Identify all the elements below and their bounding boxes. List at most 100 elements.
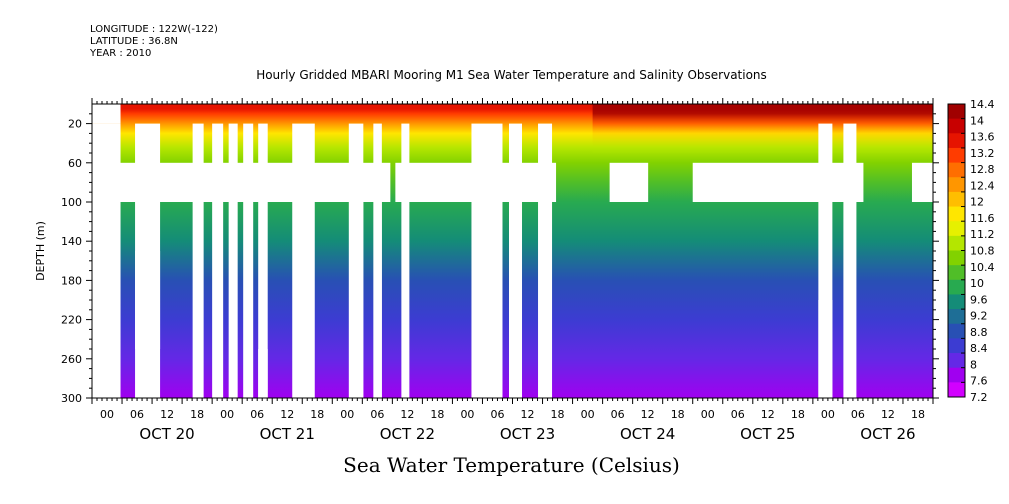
colorbar-swatch	[948, 147, 965, 164]
missing-data-column	[228, 123, 238, 398]
colorbar-swatch	[948, 338, 965, 354]
colorbar-swatch	[948, 367, 965, 383]
colorbar-swatch	[948, 162, 965, 178]
x-hour-label: 12	[160, 408, 174, 421]
x-hour-label: 06	[130, 408, 144, 421]
colorbar-swatch	[948, 177, 965, 193]
y-axis-label: DEPTH (m)	[34, 221, 47, 281]
x-hour-label: 00	[460, 408, 474, 421]
colorbar-label: 12.8	[970, 163, 995, 176]
x-hour-label: 12	[400, 408, 414, 421]
colorbar-label: 12.4	[970, 179, 995, 192]
colorbar-label: 11.2	[970, 228, 995, 241]
x-hour-label: 18	[190, 408, 204, 421]
y-tick-label: 140	[61, 235, 82, 248]
missing-data-block	[135, 251, 161, 349]
colorbar-label: 8.4	[970, 342, 988, 355]
x-hour-label: 00	[100, 408, 114, 421]
x-hour-label: 06	[250, 408, 264, 421]
colorbar-label: 7.6	[970, 375, 988, 388]
missing-data-column-top	[92, 104, 121, 124]
colorbar-label: 10	[970, 277, 984, 290]
colorbar-label: 7.2	[970, 391, 988, 404]
colorbar-swatch	[948, 353, 965, 369]
x-hour-label: 06	[370, 408, 384, 421]
missing-data-column	[258, 123, 268, 398]
y-tick-label: 100	[61, 196, 82, 209]
colorbar-label: 14	[970, 114, 984, 127]
x-hour-label: 06	[731, 408, 745, 421]
x-hour-label: 12	[761, 408, 775, 421]
missing-data-band	[395, 162, 557, 202]
colorbar-swatch	[948, 309, 965, 325]
x-hour-label: 18	[310, 408, 324, 421]
colorbar-swatch	[948, 235, 965, 251]
y-tick-label: 300	[61, 392, 82, 405]
x-hour-label: 00	[701, 408, 715, 421]
colorbar-swatch	[948, 250, 965, 266]
colorbar-swatch	[948, 265, 965, 281]
y-tick-label: 20	[68, 118, 82, 131]
warm-surface-layer	[592, 104, 933, 153]
x-hour-label: 00	[340, 408, 354, 421]
y-tick-label: 180	[61, 274, 82, 287]
missing-data-band	[609, 162, 649, 202]
x-hour-label: 18	[430, 408, 444, 421]
colorbar-label: 13.6	[970, 131, 995, 144]
colorbar-label: 12	[970, 196, 984, 209]
x-hour-label: 18	[551, 408, 565, 421]
longitude-label: LONGITUDE : 122W(-122)	[90, 24, 218, 35]
colorbar-label: 13.2	[970, 147, 995, 160]
missing-data-column	[401, 123, 410, 398]
colorbar-swatch	[948, 221, 965, 237]
colorbar-swatch	[948, 382, 965, 398]
colorbar-label: 9.2	[970, 310, 988, 323]
missing-data-thin	[377, 202, 382, 398]
x-day-label: OCT 24	[620, 425, 675, 443]
colorbar-label: 8	[970, 358, 977, 371]
x-hour-label: 18	[911, 408, 925, 421]
x-day-label: OCT 23	[500, 425, 555, 443]
colorbar-label: 10.8	[970, 245, 995, 258]
colorbar-label: 14.4	[970, 98, 995, 111]
colorbar-label: 8.8	[970, 326, 988, 339]
colorbar-swatch	[948, 294, 965, 310]
colorbar-swatch	[948, 118, 965, 134]
x-hour-label: 12	[521, 408, 535, 421]
colorbar: 14.4 14 13.6 13.2 12.8 12.4 12 11.6 11.2 10.8 10.4…	[947, 98, 995, 404]
y-tick-label: 220	[61, 314, 82, 327]
y-tick-label: 60	[68, 157, 82, 170]
colorbar-swatch	[948, 206, 965, 222]
colorbar-swatch	[948, 279, 965, 295]
x-hour-label: 00	[220, 408, 234, 421]
x-hour-label: 12	[641, 408, 655, 421]
axes: 00 06 12 18 00 06 12 18 00 06 12 18 00 06 12 18 00 06 12 18…	[34, 98, 939, 443]
x-day-label: OCT 22	[380, 425, 435, 443]
year-label: YEAR : 2010	[90, 48, 152, 59]
x-hour-label: 06	[611, 408, 625, 421]
colorbar-swatch	[948, 323, 965, 339]
latitude-label: LATITUDE : 36.8N	[90, 36, 178, 47]
colorbar-label: 11.6	[970, 212, 995, 225]
missing-data-block	[258, 349, 268, 398]
missing-data-block	[818, 300, 833, 398]
metadata-block: LONGITUDE : 122W(-122) LATITUDE : 36.8N …	[90, 24, 218, 60]
missing-data-band	[692, 162, 864, 202]
x-hour-label: 00	[821, 408, 835, 421]
chart-subtitle: Sea Water Temperature (Celsius)	[343, 453, 680, 477]
missing-data-column	[192, 123, 204, 398]
colorbar-label: 10.4	[970, 261, 995, 274]
x-hour-label: 00	[581, 408, 595, 421]
x-day-label: OCT 20	[139, 425, 194, 443]
x-day-label: OCT 26	[860, 425, 915, 443]
x-day-label: OCT 25	[740, 425, 795, 443]
x-day-label: OCT 21	[260, 425, 315, 443]
missing-data-band	[92, 162, 391, 202]
missing-data-band	[911, 162, 933, 202]
missing-data-column	[243, 123, 254, 398]
y-tick-label: 260	[61, 353, 82, 366]
x-hour-label: 06	[851, 408, 865, 421]
x-hour-label: 12	[881, 408, 895, 421]
x-hour-label: 12	[280, 408, 294, 421]
